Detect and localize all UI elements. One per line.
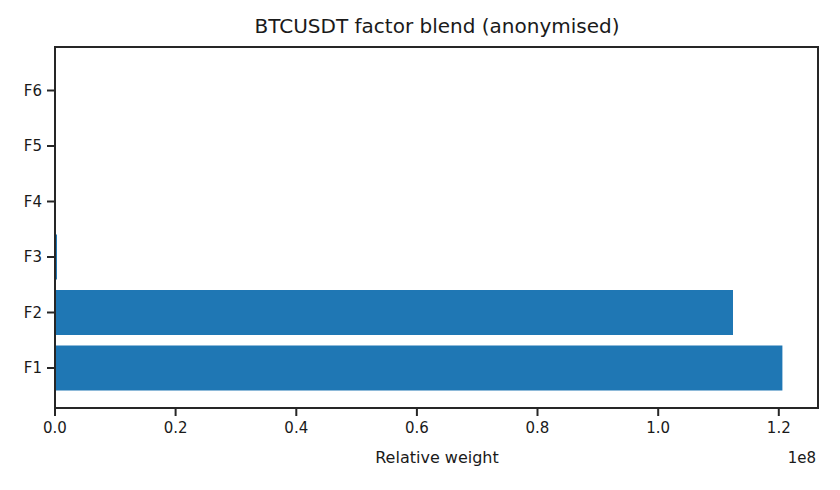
chart-title: BTCUSDT factor blend (anonymised) xyxy=(254,14,619,38)
x-tick-label: 0.0 xyxy=(43,419,67,437)
y-tick-label-F4: F4 xyxy=(24,193,42,211)
x-tick-label: 0.8 xyxy=(526,419,550,437)
x-tick-label: 0.4 xyxy=(284,419,308,437)
y-tick-label-F6: F6 xyxy=(24,82,42,100)
figure-canvas: 0.0 0.2 0.4 0.6 0.8 1.0 1.2 F1 F2 F3 F4 F5 F6 BTCUSD… xyxy=(0,0,840,490)
bar-F2 xyxy=(55,290,733,335)
x-tick-label: 1.0 xyxy=(646,419,670,437)
y-tick-label-F2: F2 xyxy=(24,304,42,322)
x-tick-label: 1.2 xyxy=(767,419,791,437)
bar-F1 xyxy=(55,346,782,391)
x-tick-label: 0.6 xyxy=(405,419,429,437)
x-axis-label: Relative weight xyxy=(375,448,499,467)
x-axis-offset-label: 1e8 xyxy=(788,449,816,467)
x-tick-label: 0.2 xyxy=(164,419,188,437)
y-tick-label-F1: F1 xyxy=(24,359,42,377)
y-tick-label-F5: F5 xyxy=(24,137,42,155)
bar-chart: 0.0 0.2 0.4 0.6 0.8 1.0 1.2 F1 F2 F3 F4 F5 F6 BTCUSD… xyxy=(0,0,840,490)
bars-layer xyxy=(55,235,782,391)
y-tick-label-F3: F3 xyxy=(24,248,42,266)
